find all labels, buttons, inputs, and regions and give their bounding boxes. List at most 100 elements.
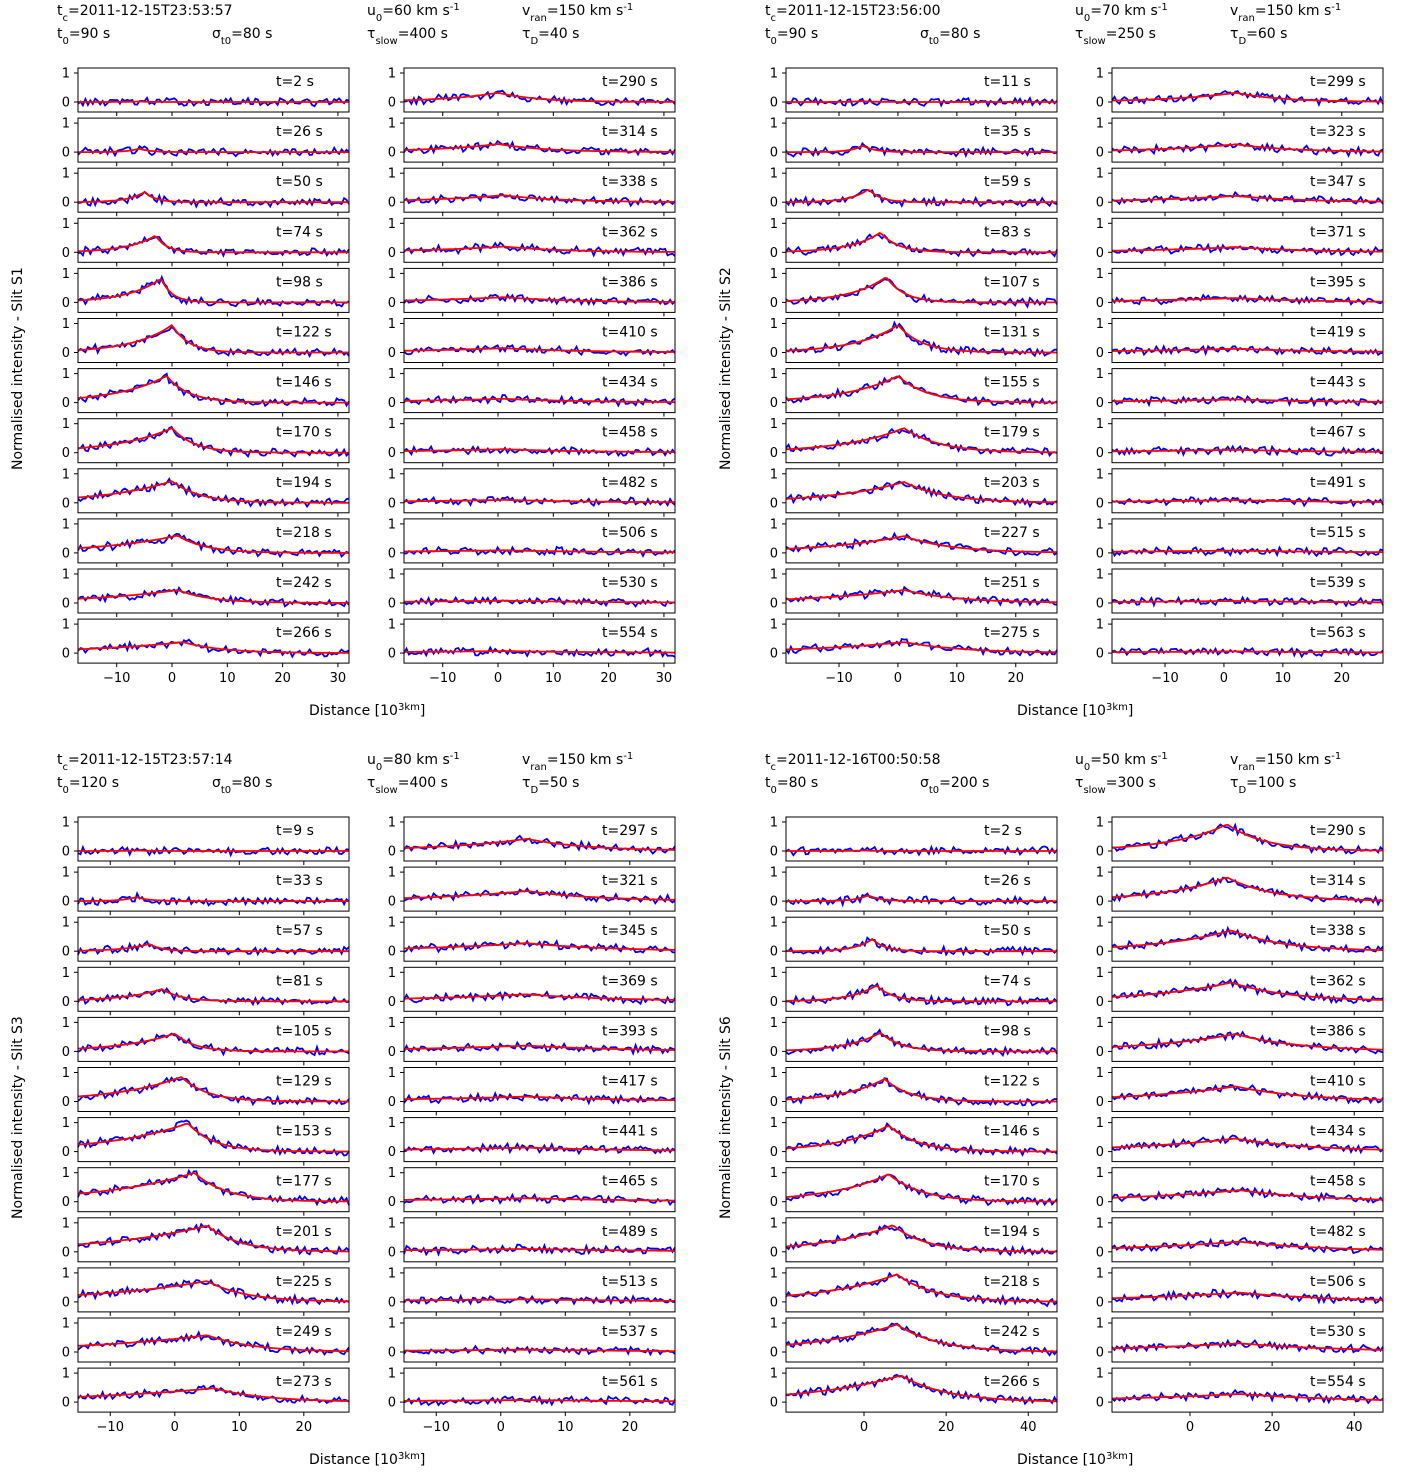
model-profile-line [786,100,1057,103]
model-profile-line [785,231,1057,254]
time-label: t=491 s [1310,475,1366,491]
x-tick-label: −10 [429,671,456,686]
subplot-frame [77,1016,350,1062]
x-tick-label: −10 [103,671,130,686]
y-tick-label: 1 [770,916,778,931]
model-profile-line [77,1171,350,1203]
y-tick-label: 1 [1096,367,1104,382]
subplot-frame [77,1067,350,1112]
subplot-frame [785,67,1058,113]
y-tick-label: 0 [62,1295,70,1310]
y-tick-label: 1 [1096,117,1104,132]
y-tick-label: 1 [1096,1367,1104,1382]
time-label: t=275 s [984,625,1040,641]
subplot-frame [785,1217,1058,1263]
y-tick-label: 0 [388,96,396,111]
subplot: 1 0 t=227 s [770,517,1058,567]
subplot-frame [77,418,350,464]
time-label: t=489 s [602,1224,658,1240]
y-tick-label: 1 [388,217,396,232]
model-profile-line [1112,549,1384,554]
y-tick-label: 1 [62,217,70,232]
time-label: t=369 s [602,973,658,989]
y-tick-label: 0 [770,845,778,860]
y-tick-label: 0 [62,1396,70,1411]
time-label: t=194 s [984,1224,1040,1240]
param-sigma-t0: σt0=80 s [212,775,272,796]
y-tick-label: 1 [1096,568,1104,583]
model-profile-line [1111,823,1383,852]
y-tick-label: 0 [62,1095,70,1110]
subplot: 1 0 0 20 40 t=266 s [770,1367,1058,1435]
model-profile-line [1111,929,1383,951]
y-tick-label: 0 [388,647,396,662]
y-tick-label: 1 [62,317,70,332]
model-profile-line [77,1334,350,1353]
time-label: t=537 s [602,1324,658,1340]
y-tick-label: 1 [1096,1266,1104,1281]
y-tick-label: 0 [62,296,70,311]
model-profile-line [404,398,675,404]
time-label: t=482 s [602,475,658,491]
subplot: 1 0 t=537 s [388,1317,676,1366]
y-tick-label: 1 [388,1216,396,1231]
time-label: t=35 s [984,124,1031,140]
time-label: t=74 s [276,224,323,240]
subplot: 10−10 0 10 20t=275 s [770,618,1058,686]
x-tick-label: 20 [1264,1420,1281,1435]
subplot-frame [403,67,676,113]
y-tick-label: 0 [770,146,778,161]
y-tick-label: 1 [62,367,70,382]
param-t0: t0=90 s [57,26,110,47]
subplot-frame [77,1317,350,1363]
y-tick-label: 0 [1096,995,1104,1010]
x-tick-label: 0 [1186,1420,1194,1435]
time-label: t=458 s [602,425,658,441]
y-tick-label: 1 [62,517,70,532]
time-label: t=395 s [1310,274,1366,290]
subplot: 1 0 t=218 s [62,517,350,567]
y-tick-label: 1 [1096,1317,1104,1332]
model-profile-line [77,988,349,1003]
y-tick-label: 0 [770,597,778,612]
model-profile-line [786,937,1057,953]
subplot-frame [77,318,350,363]
observed-profile-line [77,1076,350,1106]
y-tick-label: 1 [62,966,70,981]
observed-profile-line [1111,1186,1384,1204]
y-tick-label: 1 [62,417,70,432]
subplot-frame [403,167,676,213]
time-label: t=554 s [1310,1374,1366,1390]
param-tc: tc=2011-12-15T23:56:00 [765,3,941,24]
y-tick-label: 0 [388,1195,396,1210]
subplot-frame [403,418,676,464]
subplot: 1 0 t=179 s [770,417,1058,467]
subplot: 1 0 t=410 s [388,317,676,367]
model-profile-line [785,375,1057,404]
time-label: t=417 s [602,1074,658,1090]
observed-profile-line [1111,545,1384,558]
subplot-frame [785,368,1058,414]
y-tick-label: 0 [1096,196,1104,211]
y-tick-label: 0 [62,597,70,612]
time-label: t=98 s [984,1023,1031,1039]
subplot-frame [403,1367,676,1413]
subplot: 1 0 t=386 s [388,267,676,317]
time-label: t=50 s [984,923,1031,939]
time-label: t=242 s [276,575,332,591]
y-tick-label: 0 [1096,1145,1104,1160]
subplot-frame [785,518,1058,564]
subplot-frame [77,916,350,962]
model-profile-line [785,535,1057,554]
y-tick-label: 1 [388,317,396,332]
model-profile-line [77,427,349,454]
y-tick-label: 0 [388,496,396,511]
model-profile-line [403,837,676,851]
time-label: t=410 s [602,325,658,341]
time-label: t=266 s [276,625,332,641]
subplot-frame [77,468,350,514]
model-profile-line [404,347,675,353]
subplot: 1 0 t=513 s [388,1266,676,1316]
model-profile-line [404,448,675,454]
subplot-frame [785,966,1058,1012]
